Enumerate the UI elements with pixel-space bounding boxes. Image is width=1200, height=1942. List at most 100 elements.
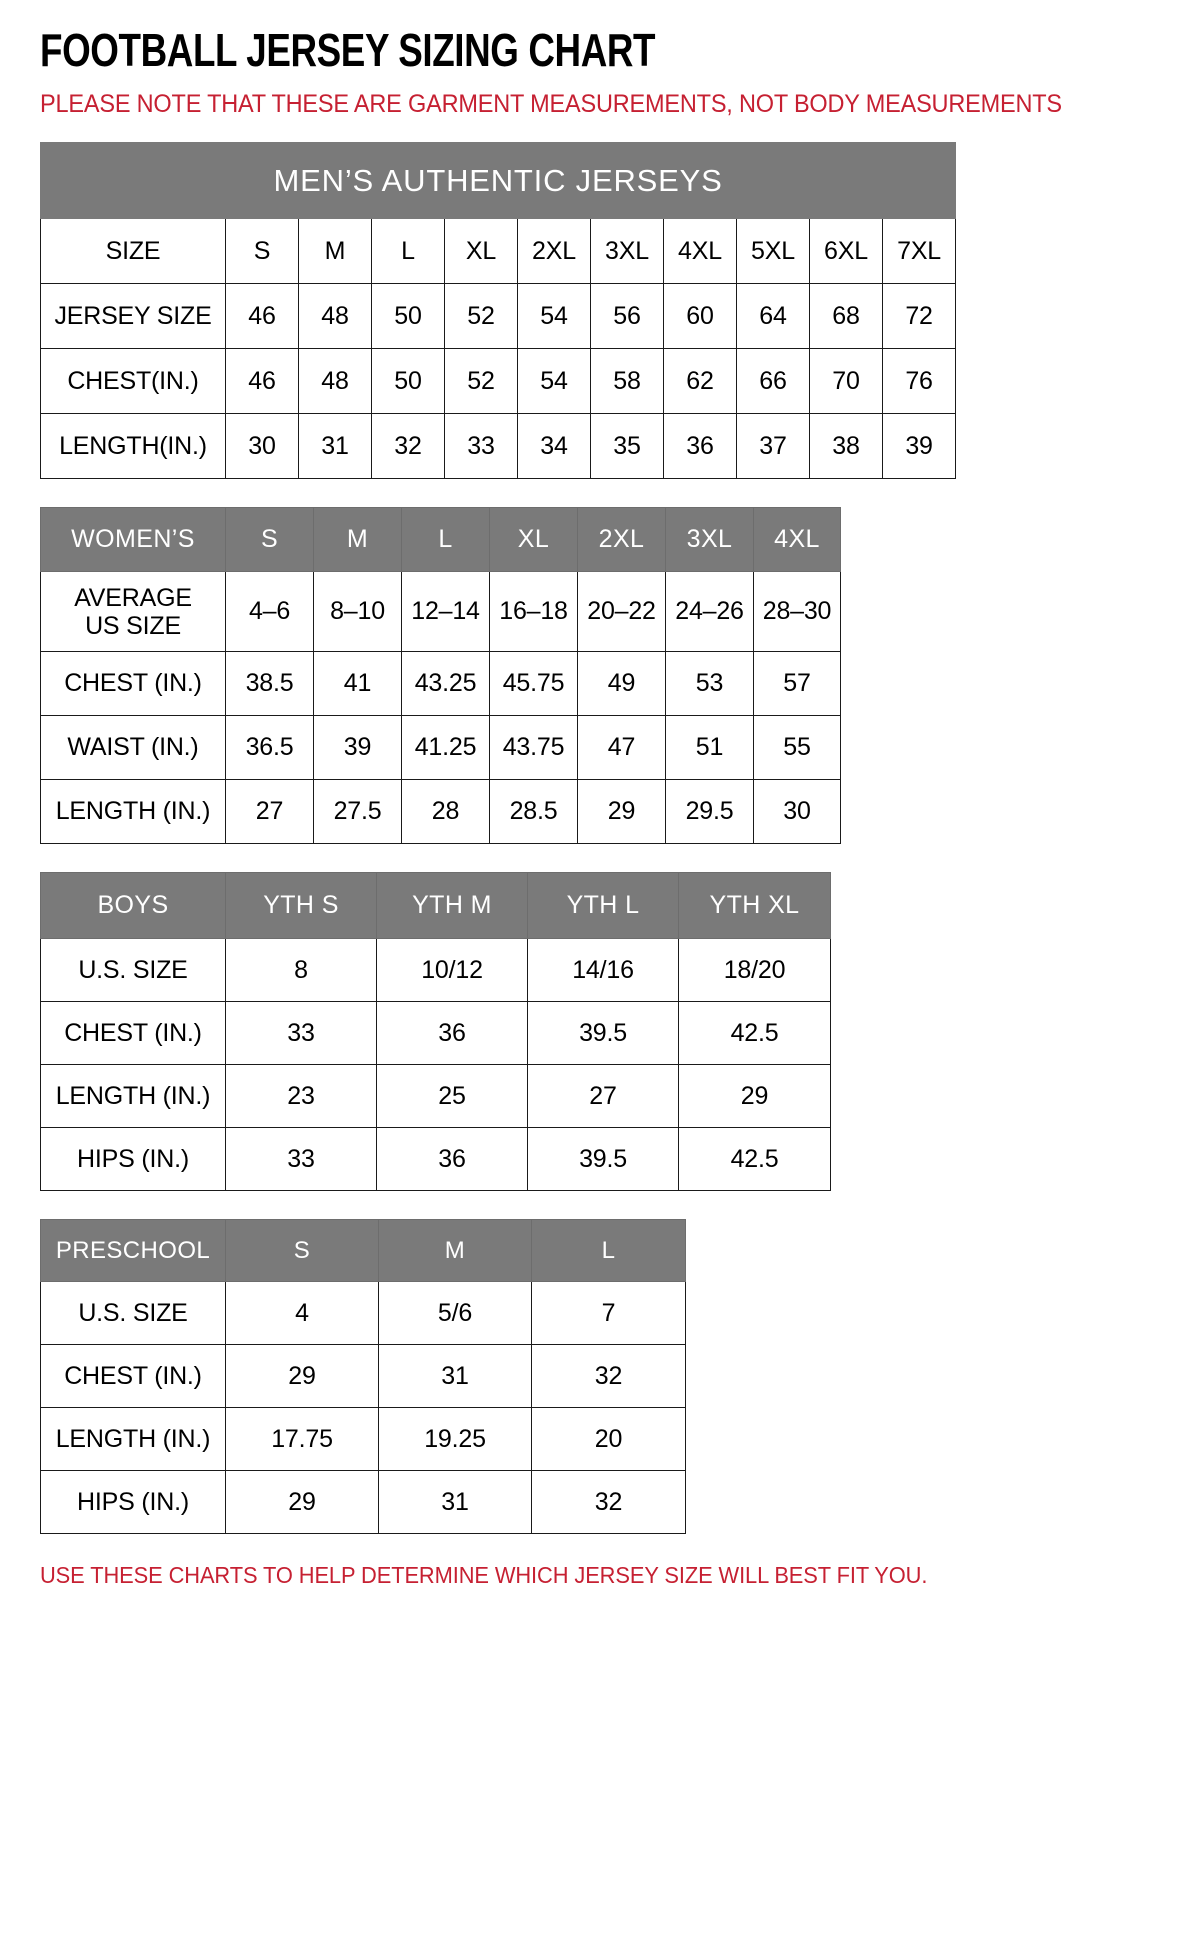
cell: 62 (663, 348, 737, 415)
table-row: CHEST(IN.) 46 48 50 52 54 58 62 66 70 76 (40, 348, 957, 415)
row-label: JERSEY SIZE (40, 283, 226, 350)
cell: 29 (225, 1344, 379, 1409)
cell: 49 (577, 651, 666, 717)
cell: 31 (378, 1470, 532, 1535)
cell: 4 (225, 1281, 379, 1346)
table-row: U.S. SIZE 8 10/12 14/16 18/20 (40, 938, 831, 1003)
cell: 50 (371, 348, 445, 415)
preschool-corner-label: PRESCHOOL (40, 1219, 226, 1283)
row-label: LENGTH (IN.) (40, 1064, 226, 1129)
cell: 42.5 (678, 1127, 831, 1192)
cell: 52 (444, 348, 518, 415)
cell: 32 (531, 1344, 686, 1409)
womens-corner-label: WOMEN’S (40, 507, 226, 573)
preschool-col-s: S (225, 1219, 379, 1283)
cell: 57 (753, 651, 841, 717)
cell: 29 (225, 1470, 379, 1535)
table-row: CHEST (IN.) 33 36 39.5 42.5 (40, 1001, 831, 1066)
cell: 23 (225, 1064, 377, 1129)
cell: 41 (313, 651, 402, 717)
cell: 38 (809, 413, 883, 480)
cell: 29 (678, 1064, 831, 1129)
cell: 36 (663, 413, 737, 480)
row-label-line1: AVERAGE (74, 583, 192, 612)
cell: 48 (298, 348, 372, 415)
page-subtitle-note: PLEASE NOTE THAT THESE ARE GARMENT MEASU… (40, 90, 1062, 119)
cell: 39 (881, 413, 957, 480)
cell: 48 (298, 283, 372, 350)
row-label: WAIST (IN.) (40, 715, 226, 781)
womens-col-m: M (313, 507, 402, 573)
cell: 14/16 (527, 938, 679, 1003)
cell: 34 (517, 413, 591, 480)
boys-corner-label: BOYS (40, 872, 226, 940)
cell: 43.25 (401, 651, 490, 717)
mens-col-6xl: 6XL (809, 218, 883, 285)
row-label: U.S. SIZE (40, 1281, 226, 1346)
cell: 28 (401, 779, 490, 845)
row-label: CHEST (IN.) (40, 1001, 226, 1066)
row-label: CHEST (IN.) (40, 651, 226, 717)
cell: 47 (577, 715, 666, 781)
womens-col-s: S (225, 507, 314, 573)
cell: 45.75 (489, 651, 578, 717)
cell: 31 (378, 1344, 532, 1409)
cell: 5/6 (378, 1281, 532, 1346)
cell: 10/12 (376, 938, 528, 1003)
cell: 32 (371, 413, 445, 480)
mens-col-l: L (371, 218, 445, 285)
cell: 41.25 (401, 715, 490, 781)
cell: 39.5 (527, 1127, 679, 1192)
cell: 27 (225, 779, 314, 845)
table-row: CHEST (IN.) 29 31 32 (40, 1344, 686, 1409)
cell: 37 (736, 413, 810, 480)
cell: 24–26 (665, 571, 754, 653)
mens-col-xl: XL (444, 218, 518, 285)
row-label: LENGTH(IN.) (40, 413, 226, 480)
cell: 18/20 (678, 938, 831, 1003)
cell: 27 (527, 1064, 679, 1129)
mens-col-m: M (298, 218, 372, 285)
mens-corner-label: SIZE (40, 218, 226, 285)
cell: 33 (225, 1001, 377, 1066)
cell: 33 (225, 1127, 377, 1192)
cell: 70 (809, 348, 883, 415)
womens-col-xl: XL (489, 507, 578, 573)
table-row: AVERAGE US SIZE 4–6 8–10 12–14 16–18 20–… (40, 571, 841, 653)
cell: 39 (313, 715, 402, 781)
cell: 43.75 (489, 715, 578, 781)
table-row: LENGTH (IN.) 27 27.5 28 28.5 29 29.5 30 (40, 779, 841, 845)
mens-col-3xl: 3XL (590, 218, 664, 285)
row-label: CHEST (IN.) (40, 1344, 226, 1409)
cell: 46 (225, 283, 299, 350)
womens-col-2xl: 2XL (577, 507, 666, 573)
cell: 52 (444, 283, 518, 350)
cell: 29 (577, 779, 666, 845)
cell: 53 (665, 651, 754, 717)
boys-col-yth-s: YTH S (225, 872, 377, 940)
cell: 36 (376, 1001, 528, 1066)
row-label: LENGTH (IN.) (40, 779, 226, 845)
cell: 35 (590, 413, 664, 480)
boys-col-yth-m: YTH M (376, 872, 528, 940)
womens-sizing-table: WOMEN’S S M L XL 2XL 3XL 4XL AVERAGE US … (40, 507, 841, 845)
mens-col-7xl: 7XL (881, 218, 957, 285)
row-label: AVERAGE US SIZE (40, 571, 226, 653)
cell: 64 (736, 283, 810, 350)
row-label: HIPS (IN.) (40, 1127, 226, 1192)
cell: 33 (444, 413, 518, 480)
cell: 39.5 (527, 1001, 679, 1066)
cell: 4–6 (225, 571, 314, 653)
cell: 19.25 (378, 1407, 532, 1472)
table-row: U.S. SIZE 4 5/6 7 (40, 1281, 686, 1346)
cell: 56 (590, 283, 664, 350)
cell: 60 (663, 283, 737, 350)
cell: 32 (531, 1470, 686, 1535)
cell: 55 (753, 715, 841, 781)
table-row: CHEST (IN.) 38.5 41 43.25 45.75 49 53 57 (40, 651, 841, 717)
cell: 31 (298, 413, 372, 480)
cell: 42.5 (678, 1001, 831, 1066)
cell: 50 (371, 283, 445, 350)
cell: 66 (736, 348, 810, 415)
